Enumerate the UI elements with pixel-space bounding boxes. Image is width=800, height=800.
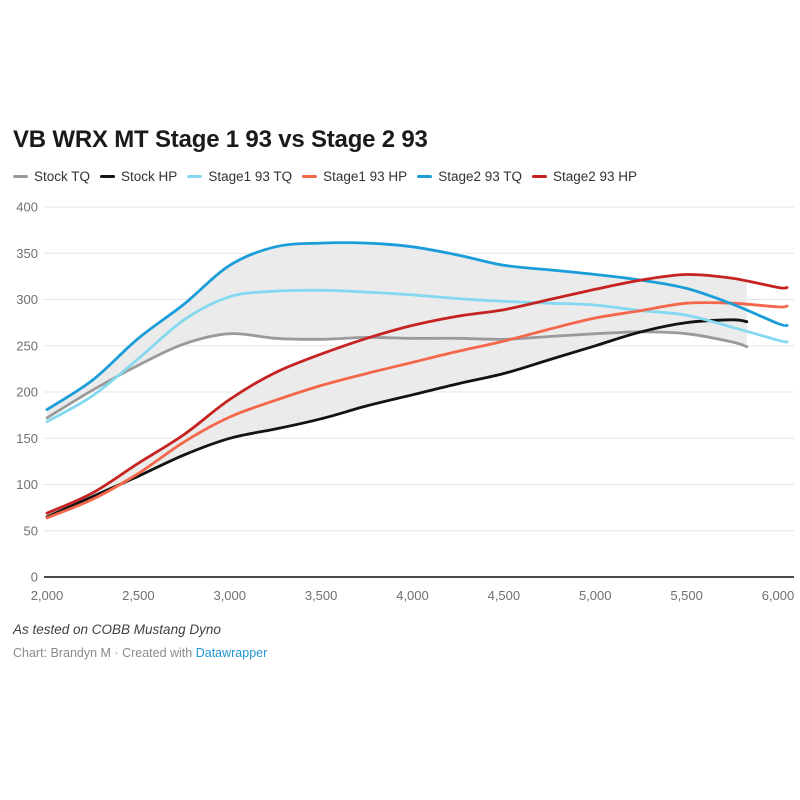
page-title: VB WRX MT Stage 1 93 vs Stage 2 93 [13,126,428,153]
x-axis-label: 6,000 [762,588,795,603]
legend: Stock TQ Stock HP Stage1 93 TQ Stage1 93 HP… [13,169,637,184]
x-axis-label: 3,500 [305,588,338,603]
footer-byline: Chart: Brandyn M · Created with Datawrap… [13,646,267,660]
legend-item-label: Stage2 93 HP [553,169,638,184]
series-line-stage1-93-hp [45,301,789,520]
y-axis-label: 400 [16,200,38,215]
legend-item-label: Stage1 93 TQ [208,169,293,184]
legend-swatch-icon [302,175,318,178]
legend-swatch-icon [187,175,203,178]
legend-item-label: Stage2 93 TQ [438,169,522,184]
legend-item-stock-hp: Stock HP [100,169,177,184]
legend-swatch-icon [13,175,28,178]
y-axis-label: 200 [16,385,38,400]
x-axis-label: 5,500 [670,588,703,603]
legend-item-stock-tq: Stock TQ [13,169,90,184]
x-axis-label: 2,500 [122,588,155,603]
y-axis-label: 100 [16,477,38,492]
series-line-stock-hp [45,318,749,519]
x-axis-label: 2,000 [31,588,64,603]
y-axis-label: 0 [31,570,38,585]
legend-swatch-icon [532,175,547,178]
legend-item-label: Stock TQ [34,169,91,184]
datawrapper-link[interactable]: Datawrapper [195,646,268,660]
legend-item-label: Stage1 93 HP [323,169,408,184]
x-axis-label: 4,000 [396,588,429,603]
legend-item-label: Stock HP [121,169,178,184]
series-line-stage2-93-hp [45,273,789,515]
legend-swatch-icon [417,175,433,178]
y-axis-label: 150 [16,431,38,446]
series-line-stock-tq [45,330,749,420]
legend-swatch-icon [100,175,116,178]
legend-item-stage1-93-tq: Stage1 93 TQ [187,169,292,184]
footer-byline-prefix: Chart: Brandyn M · Created with [13,646,196,660]
footer-note: As tested on COBB Mustang Dyno [13,622,221,637]
series-line-stage2-93-tq [45,241,789,411]
legend-item-stage1-93-hp: Stage1 93 HP [302,169,407,184]
y-axis-label: 250 [16,338,38,353]
y-axis-label: 350 [16,246,38,261]
y-axis-label: 300 [16,292,38,307]
legend-item-stage2-93-tq: Stage2 93 TQ [417,169,522,184]
dyno-line-chart: 0 50 100 150 200 250 300 350 400 2,000 2,500 3,000 3… [16,200,795,604]
legend-item-stage2-93-hp: Stage2 93 HP [532,169,637,184]
x-axis-label: 4,500 [488,588,521,603]
x-axis-label: 5,000 [579,588,612,603]
x-axis-label: 3,000 [213,588,246,603]
y-axis-label: 50 [24,523,38,538]
series-line-stage1-93-tq [45,288,789,423]
